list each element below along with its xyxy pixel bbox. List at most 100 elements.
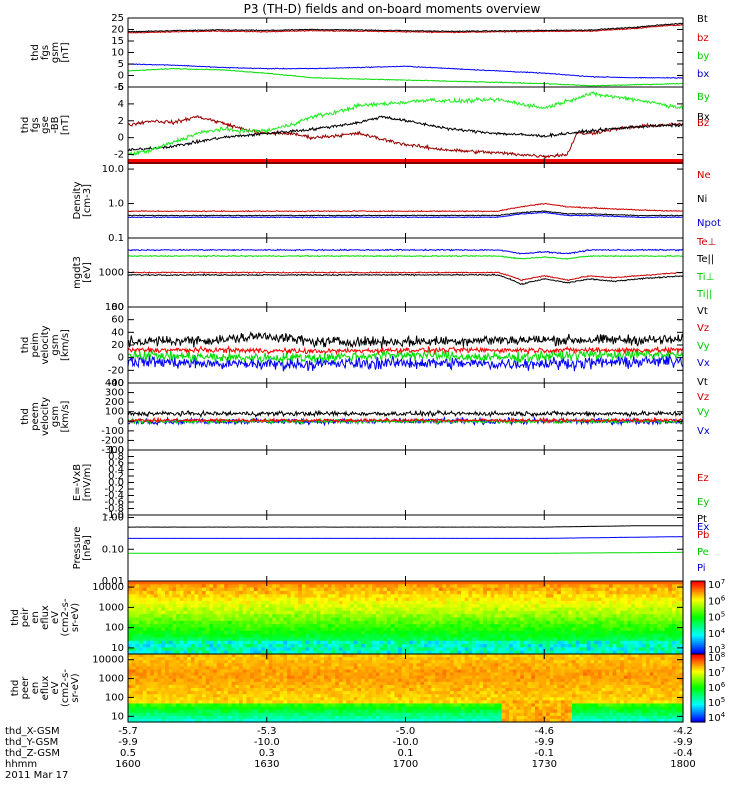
heatmap-cell (150, 610, 155, 615)
heatmap-cell (679, 647, 684, 652)
series-Bt (127, 22, 683, 33)
heatmap-cell (579, 647, 584, 652)
heatmap-cell (165, 715, 170, 720)
heatmap-cell (490, 594, 495, 599)
heatmap-cell (298, 620, 303, 625)
heatmap-cell (190, 709, 196, 714)
heatmap-cell (142, 620, 148, 625)
heatmap-cell (546, 627, 551, 632)
heatmap-cell (375, 644, 381, 648)
heatmap-cell (331, 694, 336, 698)
ytick-label: 0.8 (108, 452, 124, 463)
heatmap-cell (553, 587, 558, 592)
heatmap-cell (320, 614, 325, 619)
heatmap-cell (153, 706, 159, 711)
heatmap-cell (483, 624, 488, 629)
heatmap-cell (216, 718, 222, 723)
heatmap-cell (316, 688, 321, 692)
heatmap-cell (372, 647, 377, 652)
heatmap-cell (279, 684, 284, 689)
heatmap-cell (316, 709, 321, 714)
heatmap-cell (276, 654, 281, 658)
heatmap-cell (213, 604, 218, 609)
heatmap-cell (324, 600, 329, 605)
heatmap-cell (631, 640, 636, 645)
heatmap-cell (139, 697, 144, 701)
heatmap-cell (216, 697, 222, 701)
heatmap-cell (239, 703, 244, 708)
heatmap-cell (305, 706, 310, 711)
heatmap-cell (268, 709, 273, 714)
heatmap-cell (638, 627, 643, 632)
heatmap-cell (464, 640, 469, 645)
heatmap-cell (268, 590, 273, 595)
heatmap-cell (153, 681, 159, 686)
heatmap-cell (531, 590, 536, 595)
heatmap-cell (335, 637, 340, 642)
heatmap-cell (298, 634, 303, 639)
heatmap-cell (549, 627, 555, 632)
heatmap-cell (605, 581, 610, 585)
heatmap-cell (431, 597, 436, 602)
heatmap-cell (313, 604, 318, 609)
heatmap-cell (520, 637, 525, 642)
heatmap-cell (198, 672, 203, 677)
legend-item: bx (697, 69, 709, 80)
heatmap-cell (479, 587, 484, 592)
heatmap-cell (342, 607, 347, 612)
heatmap-cell (379, 644, 384, 648)
heatmap-cell (157, 697, 162, 701)
heatmap-cell (634, 624, 640, 629)
heatmap-cell (146, 657, 151, 661)
heatmap-cell (327, 594, 333, 599)
heatmap-cell (172, 630, 177, 635)
heatmap-cell (616, 647, 621, 652)
heatmap-cell (301, 600, 307, 605)
heatmap-cell (316, 644, 321, 648)
heatmap-cell (253, 688, 259, 692)
heatmap-cell (301, 706, 307, 711)
heatmap-cell (253, 587, 259, 592)
heatmap-cell (165, 675, 170, 680)
heatmap-cell (623, 620, 629, 625)
heatmap-cell (268, 624, 273, 629)
heatmap-cell (298, 718, 303, 723)
heatmap-cell (235, 666, 240, 671)
heatmap-cell (224, 581, 229, 585)
legend-item: Bx (697, 112, 710, 123)
heatmap-cell (216, 637, 222, 642)
heatmap-cell (161, 584, 166, 589)
heatmap-cell (638, 590, 643, 595)
heatmap-cell (168, 604, 173, 609)
heatmap-cell (242, 647, 247, 652)
heatmap-cell (527, 590, 532, 595)
heatmap-cell (494, 584, 499, 589)
heatmap-cell (183, 640, 188, 645)
heatmap-cell (153, 644, 159, 648)
heatmap-cell (172, 634, 177, 639)
heatmap-cell (627, 610, 632, 615)
heatmap-cell (287, 614, 292, 619)
heatmap-cell (142, 597, 148, 602)
heatmap-cell (420, 594, 425, 599)
heatmap-cell (668, 650, 673, 655)
heatmap-cell (579, 644, 584, 648)
heatmap-cell (190, 617, 196, 622)
heatmap-cell (594, 620, 599, 625)
heatmap-cell (401, 644, 407, 648)
heatmap-cell (235, 703, 240, 708)
heatmap-cell (346, 700, 351, 705)
heatmap-cell (664, 604, 669, 609)
heatmap-cell (572, 647, 577, 652)
heatmap-cell (320, 663, 325, 667)
heatmap-cell (250, 640, 255, 645)
heatmap-cell (187, 663, 192, 667)
heatmap-cell (468, 594, 473, 599)
heatmap-cell (409, 604, 414, 609)
heatmap-cell (475, 640, 481, 645)
heatmap-cell (379, 627, 384, 632)
heatmap-cell (142, 587, 148, 592)
heatmap-cell (179, 627, 185, 632)
heatmap-cell (401, 594, 407, 599)
heatmap-cell (231, 604, 236, 609)
